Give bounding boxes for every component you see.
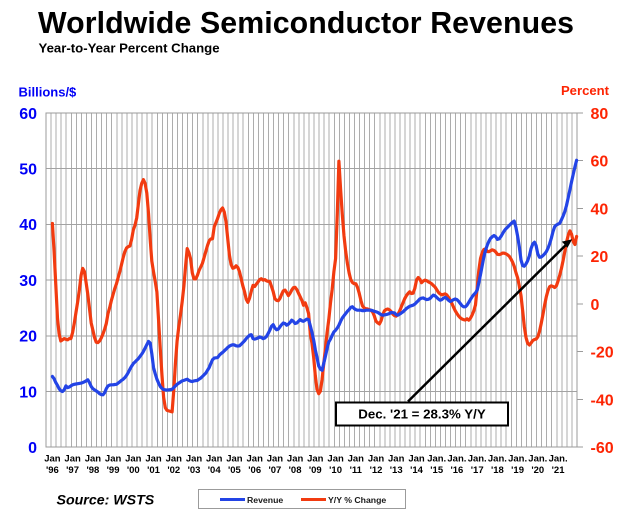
svg-text:'07: '07 — [268, 465, 281, 476]
svg-text:'04: '04 — [208, 465, 222, 476]
svg-text:'02: '02 — [167, 465, 180, 476]
svg-text:Jan: Jan — [64, 453, 81, 464]
svg-text:Jan: Jan — [125, 453, 142, 464]
svg-text:'20: '20 — [531, 465, 544, 476]
svg-text:'96: '96 — [46, 465, 59, 476]
svg-text:Jan: Jan — [287, 453, 304, 464]
svg-text:'12: '12 — [370, 465, 383, 476]
svg-text:Revenue: Revenue — [247, 495, 283, 505]
svg-text:'18: '18 — [491, 465, 504, 476]
svg-text:Jan: Jan — [105, 453, 122, 464]
svg-text:Jan.: Jan. — [447, 453, 466, 464]
svg-text:30: 30 — [19, 273, 37, 290]
svg-text:Jan.: Jan. — [488, 453, 507, 464]
svg-text:'09: '09 — [309, 465, 322, 476]
svg-text:Jan: Jan — [327, 453, 344, 464]
svg-text:'05: '05 — [228, 465, 242, 476]
svg-text:Jan: Jan — [348, 453, 365, 464]
svg-text:'14: '14 — [410, 465, 424, 476]
svg-text:Year-to-Year Percent Change: Year-to-Year Percent Change — [39, 41, 220, 56]
svg-text:'17: '17 — [471, 465, 484, 476]
svg-text:60: 60 — [19, 106, 37, 123]
svg-text:'06: '06 — [248, 465, 261, 476]
svg-text:0: 0 — [28, 440, 37, 457]
svg-text:20: 20 — [591, 249, 609, 266]
svg-text:-60: -60 — [591, 440, 614, 457]
svg-text:'11: '11 — [350, 465, 363, 476]
svg-text:'16: '16 — [450, 465, 463, 476]
svg-text:Y/Y % Change: Y/Y % Change — [328, 495, 386, 505]
svg-text:Jan.: Jan. — [549, 453, 568, 464]
svg-text:Jan: Jan — [267, 453, 284, 464]
svg-text:'00: '00 — [127, 465, 140, 476]
svg-text:60: 60 — [591, 154, 609, 171]
svg-text:Jan: Jan — [226, 453, 243, 464]
svg-text:Worldwide Semiconductor Revenu: Worldwide Semiconductor Revenues — [38, 7, 574, 40]
svg-text:10: 10 — [19, 384, 37, 401]
svg-text:Jan.: Jan. — [508, 453, 527, 464]
svg-text:'08: '08 — [289, 465, 302, 476]
svg-text:Jan.: Jan. — [468, 453, 487, 464]
svg-text:40: 40 — [591, 201, 609, 218]
svg-text:Jan: Jan — [206, 453, 223, 464]
svg-text:Source: WSTS: Source: WSTS — [57, 493, 155, 509]
svg-text:'10: '10 — [329, 465, 342, 476]
svg-text:50: 50 — [19, 162, 37, 179]
svg-text:'03: '03 — [188, 465, 201, 476]
svg-text:Jan: Jan — [166, 453, 183, 464]
svg-text:Jan: Jan — [186, 453, 203, 464]
svg-text:Jan: Jan — [408, 453, 425, 464]
svg-text:Percent: Percent — [561, 83, 610, 98]
svg-text:Jan.: Jan. — [528, 453, 547, 464]
svg-text:-40: -40 — [591, 392, 614, 409]
svg-text:20: 20 — [19, 329, 37, 346]
svg-text:-20: -20 — [591, 345, 614, 362]
svg-text:Jan: Jan — [44, 453, 61, 464]
svg-text:Billions/$: Billions/$ — [19, 84, 78, 99]
svg-text:'13: '13 — [390, 465, 403, 476]
svg-text:'98: '98 — [86, 465, 99, 476]
svg-text:'19: '19 — [511, 465, 524, 476]
svg-text:'99: '99 — [107, 465, 120, 476]
svg-text:'97: '97 — [66, 465, 79, 476]
svg-text:Jan: Jan — [247, 453, 264, 464]
svg-text:80: 80 — [591, 106, 609, 123]
svg-text:Jan: Jan — [85, 453, 102, 464]
svg-text:Dec. '21 = 28.3% Y/Y: Dec. '21 = 28.3% Y/Y — [358, 407, 486, 422]
svg-text:Jan: Jan — [307, 453, 324, 464]
svg-text:Jan: Jan — [145, 453, 162, 464]
svg-text:Jan: Jan — [388, 453, 405, 464]
svg-text:Jan.: Jan. — [427, 453, 446, 464]
svg-text:Jan: Jan — [368, 453, 385, 464]
svg-text:40: 40 — [19, 217, 37, 234]
svg-text:'01: '01 — [147, 465, 161, 476]
svg-text:'21: '21 — [552, 465, 566, 476]
svg-text:'15: '15 — [430, 465, 444, 476]
svg-text:0: 0 — [591, 297, 600, 314]
